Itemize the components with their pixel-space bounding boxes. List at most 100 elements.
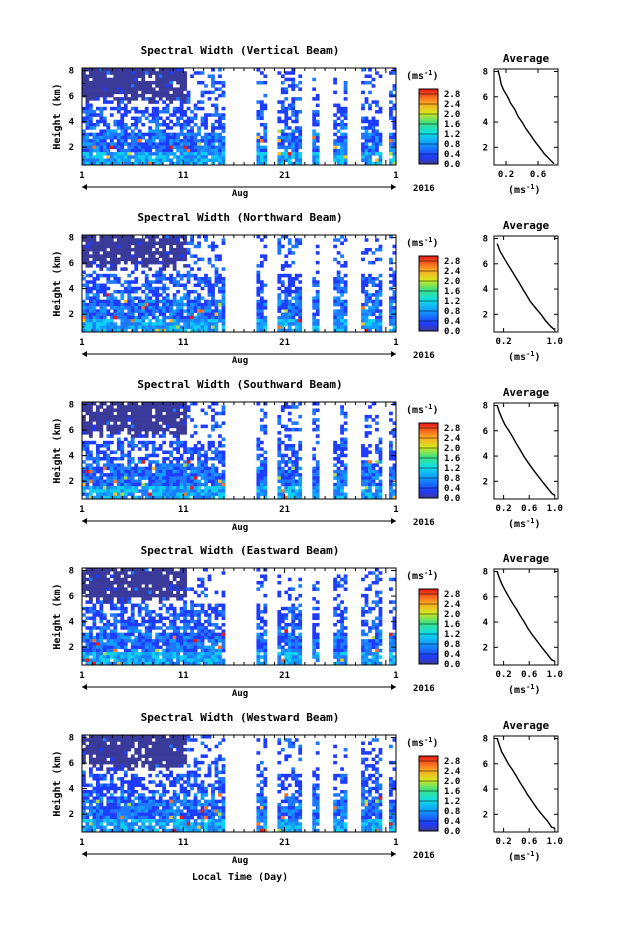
heatmap-cell [162, 100, 167, 104]
heatmap-cell [340, 431, 344, 435]
heatmap-cell [102, 421, 107, 425]
heatmap-cell [312, 421, 317, 425]
heatmap-cell [162, 463, 167, 467]
heatmap-cell [123, 642, 128, 646]
heatmap-cell [113, 619, 118, 624]
heatmap-cell [134, 325, 139, 330]
heatmap-cell [116, 158, 121, 163]
heatmap-cell [259, 289, 264, 294]
heatmap-cell [141, 489, 146, 493]
heatmap-cell [141, 482, 146, 487]
heatmap-cell [183, 466, 187, 471]
heatmap-cell [294, 466, 299, 471]
heatmap-cell [343, 322, 348, 326]
heatmap-cell [256, 270, 261, 275]
heatmap-cell [130, 460, 135, 464]
heatmap-cell [392, 289, 397, 294]
heatmap-cell [214, 280, 219, 284]
heatmap-cell [92, 603, 97, 608]
heatmap-cell [120, 293, 125, 297]
heatmap-cell [151, 424, 156, 429]
heatmap-cell [218, 87, 222, 91]
heatmap-cell [137, 152, 142, 156]
heatmap-cell [333, 244, 337, 249]
heatmap-cell [186, 155, 191, 159]
heatmap-cell [123, 328, 128, 333]
heatmap-cell [169, 257, 174, 262]
heatmap-cell [214, 319, 219, 323]
heatmap-cell [291, 142, 296, 146]
heatmap-cell [151, 622, 156, 627]
arrow-head-right [391, 351, 396, 357]
heatmap-cell [165, 126, 170, 130]
heatmap-cell [127, 293, 132, 297]
heatmap-cell [280, 145, 285, 150]
heatmap-cell [102, 593, 107, 598]
heatmap-cell [364, 148, 369, 153]
heatmap-cell [127, 473, 132, 477]
heatmap-cell [141, 238, 146, 242]
heatmap-cell [82, 148, 86, 153]
heatmap-cell [127, 244, 132, 249]
heatmap-cell [193, 161, 198, 166]
heatmap-cell [158, 145, 163, 150]
heatmap-cell [144, 273, 149, 278]
heatmap-cell [218, 473, 222, 477]
heatmap-cell [207, 489, 212, 493]
heatmap-cell [92, 286, 97, 291]
heatmap-cell [294, 309, 299, 313]
heatmap-cell [340, 405, 344, 409]
heatmap-cell [186, 161, 191, 166]
heatmap-cell [162, 238, 167, 242]
heatmap-cell [294, 145, 299, 150]
heatmap-cell [204, 126, 208, 130]
heatmap-cell [186, 145, 191, 150]
heatmap-cell [179, 440, 184, 445]
heatmap-cell [378, 152, 383, 156]
heatmap-cell [151, 97, 156, 101]
heatmap-cell [333, 148, 337, 153]
heatmap-cell [207, 492, 212, 497]
heatmap-cell [148, 635, 153, 640]
avg-y-tick-label: 6 [483, 93, 488, 103]
heatmap-cell [127, 68, 132, 72]
heatmap-cell [200, 155, 205, 159]
heatmap-cell [127, 568, 132, 572]
average-profile-line [496, 243, 555, 331]
heatmap-cell [141, 574, 146, 578]
heatmap-cell [218, 116, 222, 121]
heatmap-cell [291, 244, 296, 249]
heatmap-cell [263, 319, 268, 323]
heatmap-cell [340, 139, 344, 143]
heatmap-cell [165, 408, 170, 412]
heatmap-cell [333, 145, 337, 150]
heatmap-cell [106, 328, 111, 333]
heatmap-cell [186, 473, 191, 477]
heatmap-cell [137, 119, 142, 124]
heatmap-cell [364, 495, 369, 500]
heatmap-cell [123, 135, 128, 140]
heatmap-cell [169, 421, 174, 425]
heatmap-cell [127, 251, 132, 255]
heatmap-cell [176, 322, 180, 326]
avg-y-tick-label: 2 [483, 477, 488, 487]
heatmap-cell [113, 580, 118, 585]
heatmap-cell [263, 424, 268, 429]
heatmap-cell [120, 456, 125, 461]
heatmap-cell [102, 479, 107, 484]
heatmap-cell [109, 473, 114, 477]
heatmap-cell [287, 116, 292, 121]
heatmap-cell [127, 306, 132, 310]
heatmap-cell [263, 139, 268, 143]
heatmap-cell [176, 655, 180, 659]
heatmap-cell [148, 328, 153, 333]
heatmap-cell [102, 87, 107, 91]
heatmap-cell [364, 155, 369, 159]
heatmap-cell [158, 658, 163, 663]
heatmap-cell [162, 289, 167, 294]
heatmap-cell [183, 283, 187, 288]
heatmap-cell [141, 110, 146, 114]
heatmap-cell [88, 568, 93, 572]
heatmap-cell [197, 315, 201, 320]
heatmap-cell [92, 626, 97, 630]
